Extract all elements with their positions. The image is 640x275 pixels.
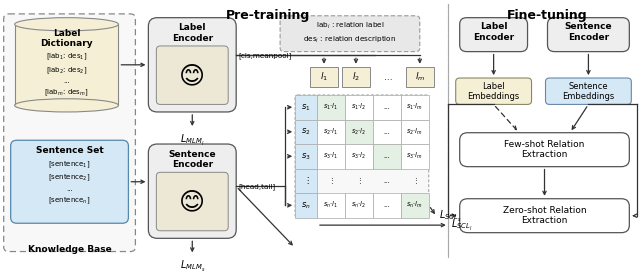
Bar [295, 144, 317, 169]
Text: lab$_i$ : relation label
des$_i$ : relation description: lab$_i$ : relation label des$_i$ : relat… [303, 21, 397, 45]
Text: $s_1$: $s_1$ [301, 102, 311, 112]
Text: $s_3{\cdot}l_m$: $s_3{\cdot}l_m$ [406, 151, 423, 161]
FancyBboxPatch shape [295, 95, 429, 218]
FancyBboxPatch shape [460, 18, 527, 52]
Bar [342, 67, 370, 87]
Bar [317, 95, 345, 120]
Bar [401, 144, 429, 169]
Text: $s_3$: $s_3$ [301, 151, 311, 161]
Bar [295, 169, 317, 193]
Text: 😊: 😊 [179, 191, 205, 214]
Text: ...: ... [383, 129, 390, 135]
Text: ...: ... [383, 104, 390, 110]
FancyBboxPatch shape [460, 199, 629, 233]
Text: $L_{MLM_s}$: $L_{MLM_s}$ [180, 259, 205, 274]
Bar [401, 193, 429, 218]
Bar [373, 95, 401, 120]
FancyBboxPatch shape [156, 46, 228, 104]
Text: ...: ... [383, 202, 390, 208]
Text: Fine-tuning: Fine-tuning [507, 9, 588, 22]
Text: Few-shot Relation
Extraction: Few-shot Relation Extraction [504, 140, 585, 159]
Text: [sentence$_1$]
[sentence$_2$]
...
[sentence$_n$]: [sentence$_1$] [sentence$_2$] ... [sente… [49, 159, 91, 206]
Text: ...: ... [383, 153, 390, 159]
Bar [295, 120, 317, 144]
Text: Pre-training: Pre-training [226, 9, 310, 22]
Text: Sentence
Embeddings: Sentence Embeddings [563, 81, 614, 101]
Text: $s_2$: $s_2$ [301, 126, 311, 137]
Text: $s_1{\cdot}l_m$: $s_1{\cdot}l_m$ [406, 102, 423, 112]
Bar [317, 120, 345, 144]
Text: $l_m$: $l_m$ [415, 71, 425, 83]
Text: $s_1{\cdot}l_2$: $s_1{\cdot}l_2$ [351, 102, 367, 112]
Text: Sentence
Encoder: Sentence Encoder [168, 150, 216, 169]
Text: ...: ... [383, 178, 390, 184]
Text: [lab$_1$: des$_1$]
[lab$_2$: des$_2$]
...
[lab$_m$: des$_m$]: [lab$_1$: des$_1$] [lab$_2$: des$_2$] ..… [44, 52, 89, 98]
Text: $\vdots$: $\vdots$ [356, 176, 362, 186]
Text: Sentence
Encoder: Sentence Encoder [564, 22, 612, 42]
FancyBboxPatch shape [280, 16, 420, 52]
Text: $s_2{\cdot}l_m$: $s_2{\cdot}l_m$ [406, 127, 423, 137]
Text: $s_2{\cdot}l_1$: $s_2{\cdot}l_1$ [323, 127, 339, 137]
Bar [406, 67, 434, 87]
Bar [345, 95, 373, 120]
FancyBboxPatch shape [460, 133, 629, 167]
Bar [401, 120, 429, 144]
Bar [317, 144, 345, 169]
Text: $l_2$: $l_2$ [352, 71, 360, 83]
Bar [373, 193, 401, 218]
Text: $s_2{\cdot}l_2$: $s_2{\cdot}l_2$ [351, 127, 367, 137]
Bar [401, 95, 429, 120]
Text: $s_1{\cdot}l_1$: $s_1{\cdot}l_1$ [323, 102, 339, 112]
FancyBboxPatch shape [148, 144, 236, 238]
Text: Label
Embeddings: Label Embeddings [467, 81, 520, 101]
Text: $s_n{\cdot}l_1$: $s_n{\cdot}l_1$ [323, 200, 339, 210]
Text: $s_n{\cdot}l_m$: $s_n{\cdot}l_m$ [406, 200, 423, 210]
Text: $L_{SCL_s}$: $L_{SCL_s}$ [439, 209, 461, 224]
Bar [373, 144, 401, 169]
Text: Label
Dictionary: Label Dictionary [40, 29, 93, 48]
Bar [345, 120, 373, 144]
Text: Label
Encoder: Label Encoder [172, 23, 213, 43]
Text: $l_1$: $l_1$ [320, 71, 328, 83]
FancyBboxPatch shape [545, 78, 631, 104]
Bar [15, 24, 118, 105]
Text: Label
Encoder: Label Encoder [473, 22, 514, 42]
Ellipse shape [15, 18, 118, 31]
FancyBboxPatch shape [11, 140, 129, 223]
Bar [373, 120, 401, 144]
Text: $L_{SCL_l}$: $L_{SCL_l}$ [451, 218, 472, 233]
FancyBboxPatch shape [156, 172, 228, 231]
Bar [295, 193, 317, 218]
Text: $s_n{\cdot}l_2$: $s_n{\cdot}l_2$ [351, 200, 367, 210]
Bar [345, 144, 373, 169]
Text: $s_3{\cdot}l_2$: $s_3{\cdot}l_2$ [351, 151, 367, 161]
Text: $\vdots$: $\vdots$ [328, 176, 334, 186]
Text: $L_{MLM_l}$: $L_{MLM_l}$ [180, 133, 204, 148]
Bar [317, 193, 345, 218]
Text: $\vdots$: $\vdots$ [412, 176, 418, 186]
Bar [295, 95, 317, 120]
Ellipse shape [15, 99, 118, 112]
Bar [310, 67, 338, 87]
Text: [head,tail]: [head,tail] [238, 183, 275, 190]
Text: Knowledge Base: Knowledge Base [28, 245, 111, 254]
Text: Sentence Set: Sentence Set [36, 146, 104, 155]
Text: Zero-shot Relation
Extraction: Zero-shot Relation Extraction [502, 206, 586, 225]
Text: [cls,meanpool]: [cls,meanpool] [238, 52, 292, 59]
Text: $s_n$: $s_n$ [301, 200, 311, 211]
Text: $\vdots$: $\vdots$ [303, 175, 309, 186]
Text: 😊: 😊 [179, 64, 205, 88]
FancyBboxPatch shape [456, 78, 532, 104]
FancyBboxPatch shape [148, 18, 236, 112]
FancyBboxPatch shape [4, 14, 136, 252]
Text: $s_3{\cdot}l_1$: $s_3{\cdot}l_1$ [323, 151, 339, 161]
Text: ...: ... [383, 73, 392, 82]
FancyBboxPatch shape [547, 18, 629, 52]
Bar [345, 193, 373, 218]
